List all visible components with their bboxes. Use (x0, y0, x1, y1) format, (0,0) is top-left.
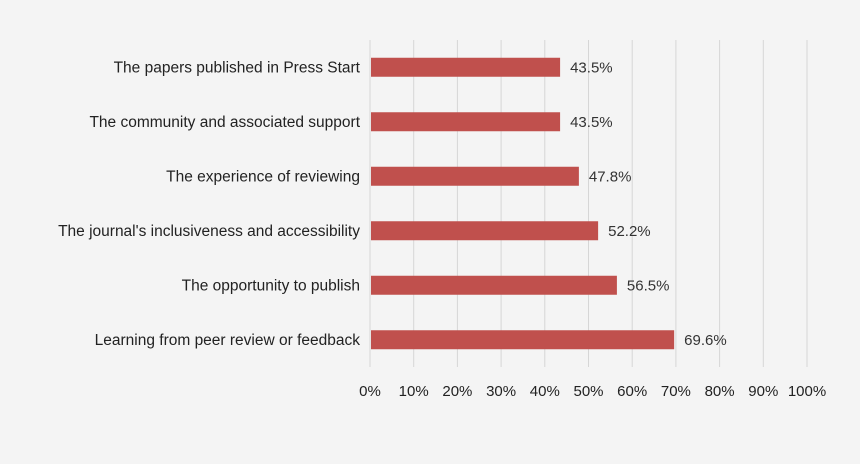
category-label: The opportunity to publish (182, 277, 360, 294)
x-tick-label: 80% (705, 383, 735, 400)
category-label: The journal's inclusiveness and accessib… (58, 223, 360, 240)
category-label: The papers published in Press Start (114, 59, 361, 76)
bar (371, 330, 675, 350)
bar (371, 221, 599, 241)
bars (371, 57, 675, 350)
category-label: The community and associated support (89, 114, 360, 131)
category-labels: The papers published in Press Start The c… (58, 59, 361, 349)
data-label: 47.8% (589, 168, 632, 185)
x-tick-label: 90% (748, 383, 778, 400)
data-label: 43.5% (570, 59, 613, 76)
x-tick-label: 0% (359, 383, 381, 400)
data-label: 43.5% (570, 114, 613, 131)
gridlines (369, 40, 808, 367)
bar (371, 112, 561, 132)
category-label: Learning from peer review or feedback (95, 332, 361, 349)
data-labels: 43.5% 43.5% 47.8% 52.2% 56.5% 69.6% (570, 59, 727, 349)
x-tick-label: 50% (573, 383, 603, 400)
bar (371, 166, 579, 186)
x-axis-tick-labels: 0% 10% 20% 30% 40% 50% 60% 70% 80% 90% 100% (359, 383, 826, 400)
data-label: 69.6% (684, 332, 727, 349)
x-tick-label: 30% (486, 383, 516, 400)
x-tick-label: 20% (442, 383, 472, 400)
bar (371, 57, 561, 77)
x-tick-label: 60% (617, 383, 647, 400)
bar (371, 275, 617, 295)
x-tick-label: 100% (788, 383, 826, 400)
data-label: 52.2% (608, 223, 651, 240)
x-tick-label: 70% (661, 383, 691, 400)
x-tick-label: 40% (530, 383, 560, 400)
x-tick-label: 10% (399, 383, 429, 400)
data-label: 56.5% (627, 277, 670, 294)
category-label: The experience of reviewing (166, 168, 360, 185)
